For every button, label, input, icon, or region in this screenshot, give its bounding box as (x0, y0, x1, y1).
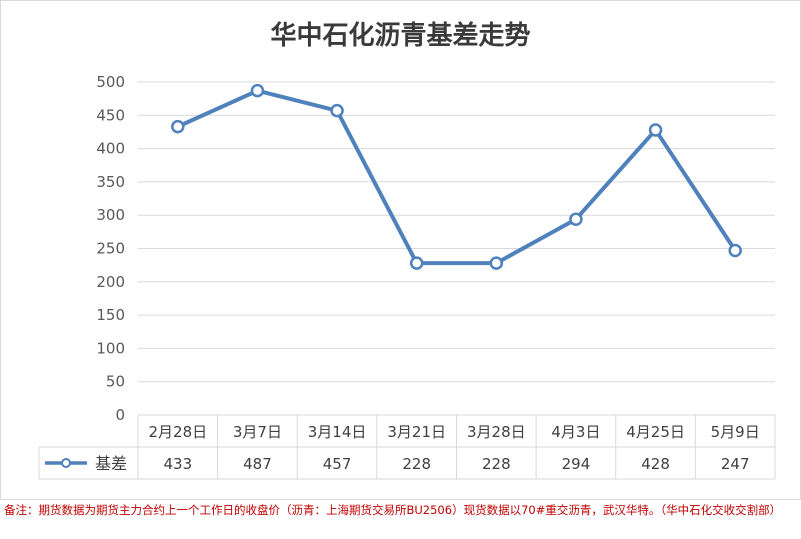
y-tick-label: 0 (115, 406, 125, 424)
y-tick-label: 500 (96, 73, 125, 91)
y-tick-label: 350 (96, 173, 125, 191)
x-tick-label: 4月25日 (626, 423, 685, 441)
x-tick-label: 4月3日 (551, 423, 600, 441)
data-point (250, 83, 265, 98)
data-point (728, 243, 742, 258)
data-point (648, 123, 663, 137)
data-table-value: 487 (243, 455, 272, 473)
data-table-value: 457 (323, 455, 352, 473)
line-chart: 0 50 100 150 200 250 300 350 400 450 500 2月28日 3月7日 3… (38, 73, 776, 480)
x-tick-label: 3月21日 (387, 423, 446, 441)
y-tick-label: 100 (96, 339, 125, 357)
y-tick-label: 150 (96, 306, 125, 324)
legend-marker (61, 458, 71, 468)
y-tick-label: 300 (96, 206, 125, 224)
y-tick-label: 200 (96, 273, 125, 291)
chart-title: 华中石化沥青基差走势 (270, 21, 531, 51)
y-tick-label: 50 (106, 373, 125, 391)
data-table-value: 228 (402, 455, 431, 473)
footnote: 备注：期货数据为期货主力合约上一个工作日的收盘价（沥青：上海期货交易所BU250… (4, 503, 782, 517)
data-point (409, 256, 424, 270)
y-tick-label: 450 (96, 106, 125, 124)
x-tick-label: 3月7日 (233, 423, 282, 441)
data-point (330, 103, 344, 118)
y-tick-label: 400 (96, 140, 125, 158)
data-point (569, 212, 583, 226)
data-table-value: 247 (721, 455, 750, 473)
data-table-value: 428 (641, 455, 670, 473)
chart-container: 华中石化沥青基差走势 0 50 100 150 200 250 300 350 400 450 50… (0, 0, 801, 500)
x-tick-label: 5月9日 (711, 423, 760, 441)
x-tick-label: 3月14日 (308, 423, 367, 441)
data-table-value: 294 (562, 455, 591, 473)
x-tick-label: 3月28日 (467, 423, 526, 441)
x-tick-label: 2月28日 (148, 423, 207, 441)
data-table-value: 433 (163, 455, 192, 473)
y-tick-label: 250 (96, 240, 125, 258)
data-table-value: 228 (482, 455, 511, 473)
series-line (175, 88, 738, 266)
legend-label: 基差 (95, 454, 127, 473)
data-point (171, 119, 185, 134)
data-point (489, 256, 504, 270)
